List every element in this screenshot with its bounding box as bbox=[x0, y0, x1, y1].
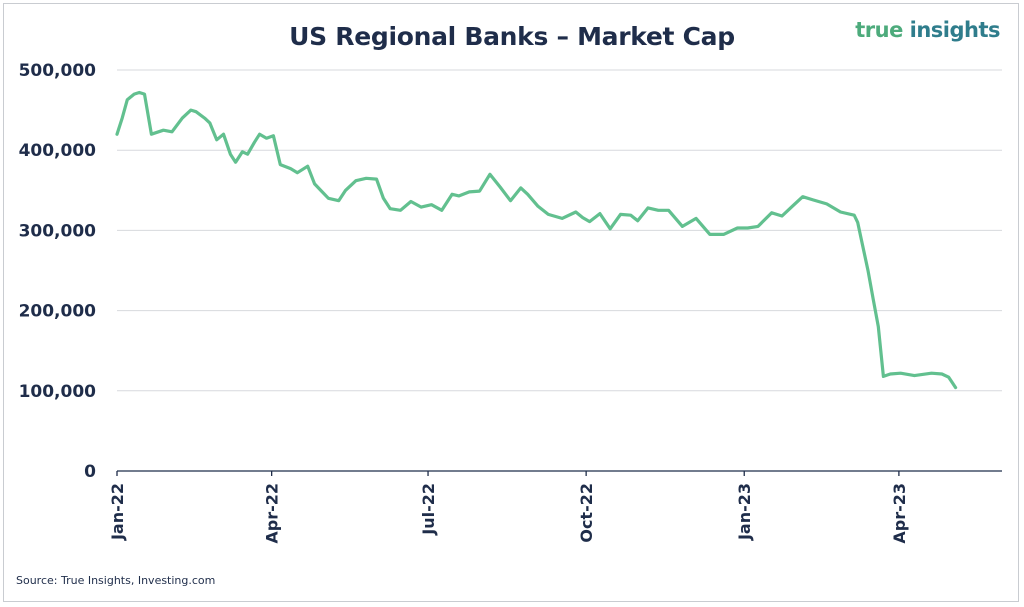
y-tick-label: 400,000 bbox=[19, 141, 97, 161]
y-tick-label: 0 bbox=[84, 462, 96, 482]
x-axis-ticks: Jan-22 Apr-22 Jul-22 Oct-22 Jan-23 Apr-23 bbox=[108, 471, 909, 544]
y-axis-ticks: 0 100,000 200,000 300,000 400,000 500,000 bbox=[19, 61, 97, 482]
brand-logo-word-insights: insights bbox=[909, 18, 1001, 42]
y-tick-label: 300,000 bbox=[19, 221, 97, 241]
source-note: Source: True Insights, Investing.com bbox=[16, 574, 216, 587]
series-group bbox=[115, 90, 958, 390]
x-tick-label: Oct-22 bbox=[577, 483, 596, 543]
y-tick-label: 500,000 bbox=[19, 61, 97, 81]
x-tick-label: Jul-22 bbox=[419, 483, 438, 536]
brand-logo: true insights bbox=[855, 18, 1000, 42]
x-tick-label: Apr-23 bbox=[890, 483, 909, 544]
y-tick-label: 200,000 bbox=[19, 302, 97, 322]
x-tick-label: Apr-22 bbox=[263, 483, 282, 544]
y-tick-label: 100,000 bbox=[19, 382, 97, 402]
series-line bbox=[115, 90, 958, 390]
chart-title: US Regional Banks – Market Cap bbox=[289, 22, 735, 51]
x-tick-label: Jan-22 bbox=[108, 483, 127, 541]
x-tick-label: Jan-23 bbox=[735, 483, 754, 541]
brand-logo-word-true: true bbox=[855, 18, 903, 42]
chart-frame bbox=[3, 3, 1019, 602]
gridlines bbox=[117, 69, 1002, 392]
